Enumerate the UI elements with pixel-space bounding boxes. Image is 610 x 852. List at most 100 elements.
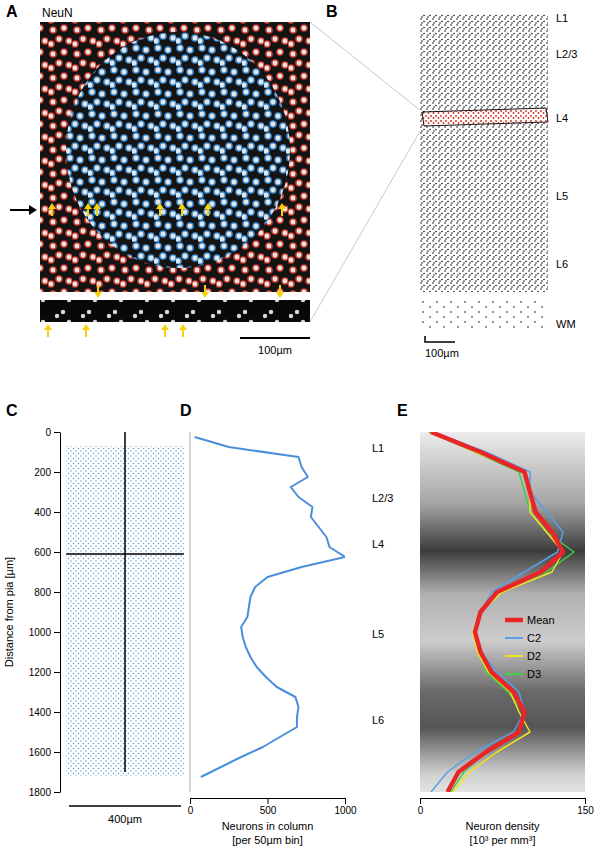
panel-letter: B	[326, 3, 338, 20]
tick: 800	[34, 587, 60, 598]
legend-swatch	[505, 618, 523, 623]
tick: 1400	[29, 707, 60, 718]
arrow-head	[276, 292, 284, 298]
scale-bar-label: 400µm	[108, 813, 142, 825]
tick: 600	[34, 547, 60, 558]
legend-label: D2	[527, 650, 541, 662]
arrow-head	[156, 203, 164, 209]
figure: A NeuN 100µm B L1 L2/3 L4 L5 L6 WM 100µm C 0 200 400 60…	[0, 0, 610, 852]
tick-label: 500	[260, 805, 277, 816]
layer-label: L1	[372, 442, 384, 454]
panel-letter: E	[397, 402, 408, 419]
layer-label: L2/3	[556, 48, 577, 60]
legend-label: Mean	[527, 614, 555, 626]
arrow-shaft	[10, 209, 30, 211]
scale-bar-label: 100µm	[425, 347, 459, 359]
layer-label: L6	[372, 714, 384, 726]
axis: 0 150	[418, 798, 595, 816]
panel-letter: D	[180, 402, 192, 419]
layer-label: L4	[556, 112, 568, 124]
arrow-head	[161, 324, 169, 330]
tick: 1600	[29, 747, 60, 758]
layer-label: L2/3	[372, 492, 393, 504]
legend-swatch	[505, 673, 523, 675]
panel-d: D05001000Neurons in column[per 50µm bin]…	[180, 402, 393, 846]
tick-mark	[54, 432, 60, 433]
tick-label: 1600	[29, 747, 52, 758]
tick: 0	[418, 798, 424, 816]
legend-label: C2	[527, 632, 541, 644]
tick: 500	[260, 798, 277, 816]
tick: 400	[34, 507, 60, 518]
arrow-head	[44, 324, 52, 330]
data-line	[195, 437, 345, 777]
axis-title: [10³ per mm³]	[469, 834, 535, 846]
tick-label: 0	[45, 427, 51, 438]
arrow-head	[82, 324, 90, 330]
tick-mark	[54, 712, 60, 713]
tick-label: 1200	[29, 667, 52, 678]
tick-label: 1000	[334, 805, 357, 816]
layer-label: L5	[556, 190, 568, 202]
tick-label: 200	[34, 467, 51, 478]
tick-label: 1800	[29, 787, 52, 798]
legend-swatch	[505, 655, 523, 657]
arrow-head	[84, 203, 92, 209]
axis-title: Distance from pia [µm]	[3, 557, 15, 667]
tick-label: 1000	[29, 627, 52, 638]
stain-label: NeuN	[42, 6, 73, 20]
axis: 0 500 1000	[188, 798, 357, 816]
panel-b: B L1 L2/3 L4 L5 L6 WM 100µm	[326, 3, 577, 359]
tick-mark	[345, 798, 346, 804]
arrow-head	[93, 203, 101, 209]
layer-label: L5	[372, 628, 384, 640]
tick-mark	[54, 792, 60, 793]
tick-label: 1400	[29, 707, 52, 718]
arrow-head	[178, 203, 186, 209]
plot-area	[195, 437, 345, 777]
axis: 0 200 400 600 800 1000 1200 1400 1600 1800	[29, 427, 61, 798]
barrel-region	[66, 32, 290, 268]
slice-line	[66, 553, 184, 555]
layer-label: L4	[372, 538, 384, 550]
tick-mark	[190, 798, 191, 804]
arrow-head	[48, 203, 56, 209]
connector	[310, 22, 421, 111]
axis-line	[60, 433, 61, 793]
micrograph	[40, 22, 310, 292]
layer-label: L1	[556, 12, 568, 24]
panel-letter: C	[6, 402, 18, 419]
tick-label: 0	[418, 805, 424, 816]
axis-title: [per 50µm bin]	[232, 834, 303, 846]
panel-letter: A	[6, 3, 18, 20]
axis-line	[190, 432, 191, 792]
tick-label: 600	[34, 547, 51, 558]
axis-title: Neuron density	[466, 820, 540, 832]
arrow-head	[179, 324, 187, 330]
tick-mark	[585, 798, 586, 804]
scale-bar-label: 100µm	[258, 344, 292, 356]
tick-label: 800	[34, 587, 51, 598]
scale-bar	[240, 337, 310, 339]
layer-label: WM	[556, 318, 576, 330]
tick-label: 150	[577, 805, 594, 816]
white-matter-cloud	[420, 300, 548, 330]
column-axis	[124, 432, 126, 772]
tick-mark	[54, 552, 60, 553]
scale-bar	[425, 336, 455, 342]
tick-mark	[54, 632, 60, 633]
layer-label: L6	[556, 258, 568, 270]
data-line	[431, 432, 563, 792]
tick-mark	[54, 672, 60, 673]
data-line	[431, 432, 563, 792]
tick-mark	[268, 798, 269, 804]
arrow-head	[201, 292, 209, 298]
tick-label: 0	[188, 805, 194, 816]
tick: 1000	[29, 627, 60, 638]
tick: 1800	[29, 787, 60, 798]
arrow-head	[204, 203, 212, 209]
panel-e: E 0 150 Neuron density [10³ per mm³] Mean C2 D2…	[397, 402, 594, 846]
tick: 200	[34, 467, 60, 478]
tick: 1200	[29, 667, 60, 678]
arrow-head	[29, 205, 37, 215]
